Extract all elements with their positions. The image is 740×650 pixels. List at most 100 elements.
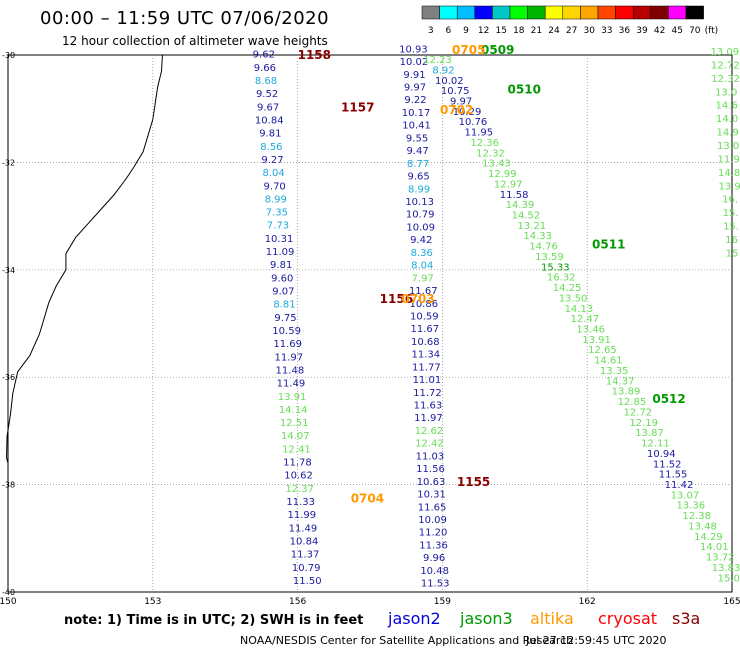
wave-height-value: 8.99 <box>265 194 287 205</box>
wave-height-value: 7.73 <box>267 221 289 232</box>
wave-height-value: 8.99 <box>408 184 430 195</box>
wave-height-value: 10.93 <box>399 44 428 55</box>
wave-height-value: 11.77 <box>412 362 441 373</box>
wave-height-value: 14.14 <box>279 405 308 416</box>
wave-height-value: 12.37 <box>285 484 314 495</box>
wave-height-value: 11.01 <box>413 375 442 386</box>
colorbar-swatch <box>685 5 704 20</box>
wave-height-value: 10.84 <box>290 536 319 547</box>
pass-time-label: 0512 <box>652 392 685 406</box>
legend-altika: altika <box>530 609 574 628</box>
wave-height-value: 14.07 <box>281 431 310 442</box>
colorbar-label: 3 <box>428 26 434 36</box>
track-1157: 10.93 10.02 9.919.97 9.22 10.17 10.419.55 9.47… <box>341 44 449 589</box>
wave-height-value: 12.42 <box>415 439 444 450</box>
wave-height-value: 13.21 <box>517 221 546 232</box>
wave-height-value: 14.37 <box>606 376 635 387</box>
wave-height-value: 13.89 <box>612 387 641 398</box>
lat-tick-label: -40 <box>2 588 15 597</box>
track-0509: 12.238.9210.0210.759.9710.2910.7611.9512… <box>423 43 740 584</box>
colorbar-label: 30 <box>583 26 595 36</box>
wave-height-value: 12.51 <box>280 418 309 429</box>
wave-height-value: 9.91 <box>403 70 425 81</box>
lat-tick-label: -34 <box>2 266 15 275</box>
wave-height-value: 11.20 <box>419 528 448 539</box>
wave-height-value: 11.52 <box>653 459 682 470</box>
wave-height-value: 9.70 <box>264 181 286 192</box>
wave-height-value: 13.43 <box>482 159 511 170</box>
wave-height-value: 12.36 <box>470 138 499 149</box>
wave-height-value: 11.49 <box>277 379 306 390</box>
wave-height-value: 10.68 <box>411 337 440 348</box>
page-title: 00:00 – 11:59 UTC 07/06/2020 <box>40 8 330 29</box>
wave-height-value: 14.76 <box>529 242 558 253</box>
wave-height-value: 11.49 <box>289 523 318 534</box>
wave-height-value: 11.34 <box>412 350 441 361</box>
coastline <box>6 54 163 464</box>
wave-height-value: 8.04 <box>411 261 433 272</box>
wave-height-value: 9.81 <box>259 129 281 140</box>
colorbar-label: 39 <box>636 26 648 36</box>
wave-height-value: 9.65 <box>407 172 429 183</box>
wave-height-value: 11.99 <box>288 510 317 521</box>
wave-height-value: 10.13 <box>405 197 434 208</box>
wave-height-map[interactable]: 150 153 156 159 162 165-30-32-34-36-38-409.62… <box>0 0 740 615</box>
wave-height-value: 12.23 <box>423 55 452 66</box>
wave-height-value: 9.66 <box>254 63 276 74</box>
wave-height-value: 9.96 <box>423 553 445 564</box>
wave-height-value: 11.9 <box>717 154 739 165</box>
wave-height-value: 13.72 <box>706 553 735 564</box>
wave-height-value: 12.62 <box>415 426 444 437</box>
colorbar: 3 6 9 12 15 18 21 24 27 30 33 36 39 42 45 70 (ft) <box>421 5 718 36</box>
wave-height-value: 7.97 <box>412 273 434 284</box>
colorbar-label: 12 <box>478 26 489 36</box>
wave-height-value: 14.0 <box>716 114 738 125</box>
wave-height-value: 8.56 <box>260 142 282 153</box>
wave-height-value: 10.59 <box>410 311 439 322</box>
wave-height-value: 16 <box>725 235 738 246</box>
wave-height-value: 12.85 <box>618 397 647 408</box>
pass-time-label: 1158 <box>298 48 331 62</box>
wave-height-value: 12.38 <box>682 511 711 522</box>
wave-height-value: 9.75 <box>274 313 296 324</box>
wave-height-value: 12.47 <box>570 314 599 325</box>
wave-height-value: 13.46 <box>576 325 605 336</box>
wave-height-value: 14.39 <box>506 200 535 211</box>
lat-tick-label: -38 <box>2 481 15 490</box>
wave-height-value: 12.19 <box>629 418 658 429</box>
legend-note: note: 1) Time is in UTC; 2) SWH is in fe… <box>64 613 364 628</box>
wave-height-value: 10.76 <box>459 117 488 128</box>
pass-time-label: 0703 <box>401 292 434 306</box>
colorbar-label: 15 <box>495 26 506 36</box>
wave-height-value: 8.77 <box>407 159 429 170</box>
wave-height-value: 12.72 <box>711 60 740 71</box>
wave-height-value: 9.81 <box>270 260 292 271</box>
wave-height-value: 10.29 <box>453 107 482 118</box>
legend-jason3: jason3 <box>460 609 513 628</box>
pass-time-label: 0702 <box>440 103 473 117</box>
wave-height-value: 13.48 <box>688 521 717 532</box>
wave-height-value: 9.07 <box>272 287 294 298</box>
wave-height-value: 11.56 <box>416 464 445 475</box>
wave-height-value: 9.97 <box>404 82 426 93</box>
wave-height-value: 13.0 <box>717 141 739 152</box>
wave-height-value: 11.97 <box>274 352 303 363</box>
wave-height-value: 15.33 <box>541 262 570 273</box>
colorbar-label: 21 <box>531 26 542 36</box>
wave-height-value: 14.29 <box>694 532 723 543</box>
wave-height-value: 9.52 <box>256 89 278 100</box>
colorbar-label: 45 <box>671 26 682 36</box>
colorbar-label: 36 <box>619 26 631 36</box>
colorbar-label: 18 <box>513 26 525 36</box>
wave-height-value: 10.59 <box>272 326 301 337</box>
wave-height-value: 12.32 <box>476 148 505 159</box>
wave-height-value: 14.25 <box>553 283 582 294</box>
lon-tick-label: 156 <box>289 597 306 607</box>
wave-height-value: 11.55 <box>659 470 688 481</box>
colorbar-label: 9 <box>463 26 469 36</box>
wave-height-value: 10.94 <box>647 449 676 460</box>
wave-height-value: 7.35 <box>266 208 288 219</box>
wave-height-value: 11.95 <box>464 128 493 139</box>
wave-height-value: 16. <box>722 195 738 206</box>
wave-height-value: 10.31 <box>265 234 294 245</box>
